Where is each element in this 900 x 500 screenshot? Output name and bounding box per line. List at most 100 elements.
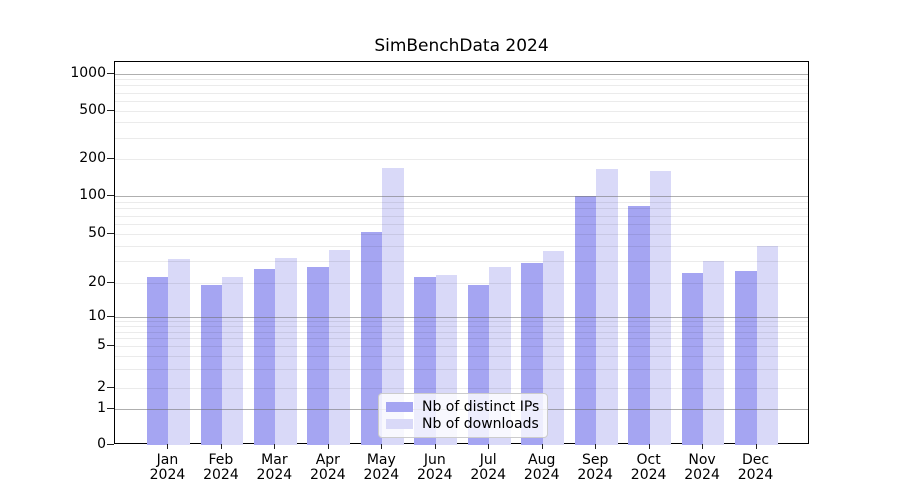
x-tick-label-sep: Sep 2024: [577, 452, 613, 483]
gridline-minor-800: [115, 85, 808, 87]
x-tick-mark-nov: [702, 444, 704, 449]
bar-downloads-oct: [649, 170, 671, 445]
legend-label-ips: Nb of distinct IPs: [422, 398, 540, 415]
bar-downloads-sep: [596, 169, 618, 445]
y-tick-label-0: 0: [97, 436, 106, 452]
y-tick-label-10: 10: [88, 308, 106, 324]
x-tick-label-jul: Jul 2024: [470, 452, 507, 483]
x-tick-mark-dec: [755, 444, 757, 449]
gridline-minor-7: [115, 331, 808, 333]
gridline-minor-9: [115, 321, 808, 323]
y-tick-mark-200: [107, 158, 114, 159]
bar-ips-sep: [574, 196, 597, 445]
gridline-minor-30: [115, 261, 808, 263]
gridline-minor-20: [115, 282, 808, 284]
y-tick-mark-1: [107, 408, 114, 409]
legend-item-ips: Nb of distinct IPs: [386, 399, 539, 415]
gridline-minor-500: [115, 110, 808, 112]
gridline-minor-5: [115, 345, 808, 347]
gridline-minor-900: [115, 79, 808, 81]
x-tick-label-may: May 2024: [363, 452, 400, 483]
plot-area: [114, 61, 809, 445]
bar-downloads-mar: [275, 257, 297, 445]
x-tick-label-aug: Aug 2024: [523, 452, 560, 483]
legend-label-downloads: Nb of downloads: [422, 416, 539, 433]
bar-downloads-nov: [703, 261, 725, 445]
x-tick-mark-may: [381, 444, 383, 449]
gridline-minor-8: [115, 326, 808, 328]
y-tick-label-1000: 1000: [70, 64, 106, 81]
bar-ips-apr: [307, 266, 329, 445]
x-tick-label-jan: Jan 2024: [149, 452, 186, 483]
x-tick-label-feb: Feb 2024: [203, 452, 239, 483]
bar-downloads-may: [382, 167, 404, 445]
x-tick-mark-sep: [595, 444, 597, 449]
gridline-major-10: [115, 317, 808, 318]
gridline-minor-40: [115, 245, 808, 247]
gridline-minor-600: [115, 100, 808, 102]
bar-ips-mar: [254, 268, 276, 445]
legend: Nb of distinct IPs Nb of downloads: [378, 393, 548, 438]
y-tick-mark-5: [107, 344, 114, 346]
bar-ips-oct: [628, 206, 650, 445]
gridline-major-1000: [115, 73, 808, 75]
gridline-minor-80: [115, 208, 808, 210]
legend-swatch-downloads: [386, 419, 413, 430]
x-tick-mark-jul: [488, 444, 490, 449]
gridline-major-100: [115, 196, 808, 197]
bar-ips-dec: [735, 270, 757, 445]
x-tick-mark-apr: [327, 444, 329, 449]
x-tick-mark-aug: [541, 444, 543, 449]
gridline-minor-6: [115, 338, 808, 339]
x-tick-mark-oct: [648, 444, 650, 449]
y-tick-mark-0: [107, 444, 114, 445]
gridline-minor-90: [115, 201, 808, 203]
bar-ips-feb: [200, 285, 222, 445]
bar-downloads-aug: [542, 251, 565, 445]
y-tick-mark-2: [107, 386, 114, 388]
bar-ips-jan: [147, 277, 169, 445]
x-tick-mark-mar: [274, 444, 276, 449]
y-tick-mark-100: [107, 195, 114, 196]
gridline-minor-300: [115, 137, 808, 139]
y-tick-label-500: 500: [79, 101, 106, 118]
y-tick-label-50: 50: [88, 225, 106, 241]
bar-ips-may: [360, 231, 383, 445]
y-tick-mark-500: [107, 109, 114, 111]
y-tick-label-20: 20: [88, 273, 106, 290]
x-tick-label-nov: Nov 2024: [684, 452, 720, 483]
y-tick-label-100: 100: [79, 187, 106, 203]
x-tick-mark-jun: [434, 444, 436, 449]
bar-downloads-apr: [328, 249, 351, 445]
y-tick-mark-1000: [107, 72, 114, 74]
x-tick-mark-feb: [220, 444, 222, 449]
y-tick-label-1: 1: [97, 400, 106, 416]
bar-downloads-feb: [221, 277, 244, 445]
gridline-minor-700: [115, 92, 808, 94]
gridline-minor-3: [115, 368, 808, 370]
y-tick-label-200: 200: [79, 150, 106, 166]
y-tick-label-2: 2: [97, 378, 106, 395]
gridline-minor-60: [115, 224, 808, 225]
legend-item-downloads: Nb of downloads: [386, 416, 539, 432]
y-tick-label-5: 5: [97, 336, 106, 353]
bar-downloads-jan: [168, 259, 190, 445]
x-tick-label-oct: Oct 2024: [630, 452, 667, 483]
gridline-minor-200: [115, 159, 808, 160]
bar-ips-nov: [681, 272, 704, 445]
y-tick-mark-20: [107, 281, 114, 283]
gridline-minor-2: [115, 387, 808, 389]
gridline-minor-50: [115, 234, 808, 235]
x-tick-label-jun: Jun 2024: [416, 452, 453, 483]
chart-title: SimBenchData 2024: [374, 36, 549, 56]
y-tick-mark-50: [107, 233, 114, 234]
x-tick-label-mar: Mar 2024: [256, 452, 293, 483]
x-tick-label-dec: Dec 2024: [737, 452, 774, 483]
x-tick-label-apr: Apr 2024: [310, 452, 346, 483]
gridline-minor-4: [115, 355, 808, 357]
bar-downloads-dec: [756, 245, 778, 445]
y-tick-mark-10: [107, 316, 114, 317]
legend-swatch-ips: [386, 401, 413, 412]
gridline-minor-400: [115, 122, 808, 124]
